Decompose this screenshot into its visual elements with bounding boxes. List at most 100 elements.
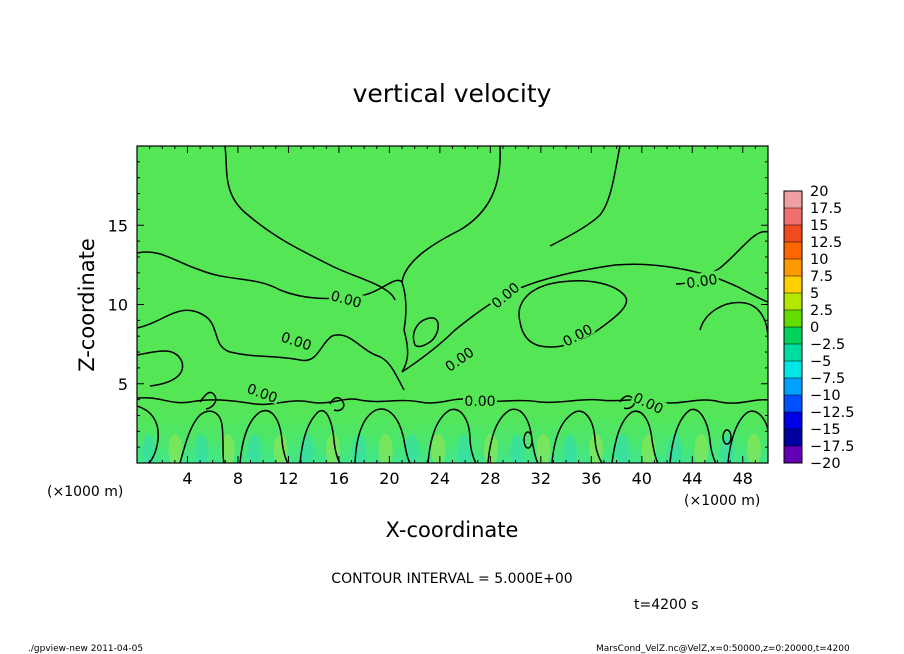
surface-cell [694, 434, 709, 463]
surface-cell [220, 434, 235, 463]
surface-cell [510, 434, 525, 463]
x-tick-label: 32 [531, 469, 551, 488]
near-surface-field [137, 396, 768, 463]
x-axis-label: X-coordinate [386, 518, 519, 542]
x-tick-label: 28 [480, 469, 500, 488]
colorbar-swatch [784, 395, 802, 412]
colorbar-swatch [784, 276, 802, 293]
surface-cell [457, 434, 472, 463]
colorbar-label: 20 [810, 184, 828, 200]
contour-line [137, 309, 405, 391]
contour-line [137, 405, 159, 463]
contour-line [299, 409, 341, 463]
colorbar-label: 17.5 [810, 201, 842, 217]
surface-cell [405, 434, 419, 463]
x-tick-label: 8 [233, 469, 243, 488]
contour-line [523, 431, 533, 449]
x-tick-label: 44 [682, 469, 702, 488]
colorbar-swatch [784, 412, 802, 429]
contour-interval-label: CONTOUR INTERVAL = 5.000E+00 [331, 571, 572, 587]
contour-label-text: 0.00 [464, 394, 495, 410]
contour-line [224, 146, 396, 301]
time-label: t=4200 s [634, 597, 699, 613]
y-tick-label: 10 [108, 296, 128, 315]
surface-cell [247, 434, 262, 463]
x-tick-label: 24 [430, 469, 450, 488]
colorbar-label: 5 [810, 286, 819, 302]
contour-line [137, 350, 184, 387]
contour-line [669, 408, 717, 463]
colorbar-label: 12.5 [810, 235, 842, 251]
colorbar-swatch [784, 259, 802, 276]
contour-label-bg [328, 286, 365, 310]
contour-label-text: 0.00 [329, 288, 363, 312]
footer-right: MarsCond_VelZ.nc@VelZ,x=0:50000,z=0:2000… [596, 644, 850, 654]
plot-field: 0.000.000.000.000.000.000.000.000.00 [137, 146, 768, 463]
y-tick-label: 5 [118, 375, 128, 394]
x-tick-label: 16 [329, 469, 349, 488]
colorbar-label: 7.5 [810, 269, 833, 285]
x-axis: 4 8 12 16 20 24 28 32 36 40 44 48 [136, 146, 769, 488]
surface-cell [194, 434, 209, 463]
contour-line [487, 408, 539, 463]
colorbar-swatch [784, 293, 802, 310]
contour-line [551, 410, 603, 463]
colorbar-swatch [784, 327, 802, 344]
contour-line [401, 146, 501, 283]
contour-line [179, 410, 225, 463]
contour-line [401, 329, 409, 373]
colorbar-swatch [784, 191, 802, 208]
colorbar-label: −17.5 [810, 439, 854, 455]
contour-line [354, 408, 411, 463]
colorbar-swatch [784, 429, 802, 446]
y-axis-label: Z-coordinate [75, 238, 99, 372]
surface-cell [746, 434, 761, 463]
contour-line [412, 317, 439, 348]
colorbar-swatch [784, 208, 802, 225]
x-tick-label: 48 [733, 469, 753, 488]
surface-cell [483, 434, 498, 463]
surface-cell [168, 434, 183, 463]
contour-label: 0.00 [463, 393, 497, 410]
contour-line [727, 410, 768, 463]
colorbar-label: −12.5 [810, 405, 854, 421]
contour-line [427, 408, 477, 463]
surface-cell [615, 434, 630, 463]
contour-label: 0.00 [683, 270, 720, 292]
surface-cell [378, 434, 393, 463]
colorbar-label: −20 [810, 456, 841, 472]
x-tick-label: 36 [581, 469, 601, 488]
surface-cell [431, 434, 446, 463]
contour-line [239, 409, 289, 463]
contour-label-bg [683, 270, 720, 290]
footer-left: ./gpview-new 2011-04-05 [28, 644, 143, 654]
contour-label-bg [558, 320, 596, 349]
surface-cell [142, 434, 156, 463]
x-unit-right: (×1000 m) [684, 493, 760, 509]
contour-line [699, 301, 768, 341]
colorbar-label: 10 [810, 252, 828, 268]
chart-title: vertical velocity [353, 79, 552, 108]
x-unit-left: (×1000 m) [47, 484, 123, 500]
contour-label-text: 0.00 [685, 272, 718, 292]
colorbar-label: 15 [810, 218, 828, 234]
contour-line [137, 251, 407, 331]
colorbar-swatch [784, 446, 802, 463]
contour-line [722, 429, 732, 445]
colorbar: 2017.51512.5107.552.50−2.5−5−7.5−10−12.5… [783, 184, 854, 472]
colorbar-swatch [784, 242, 802, 259]
colorbar-swatch [784, 361, 802, 378]
colorbar-label: −10 [810, 388, 841, 404]
contour-label-bg [244, 379, 282, 405]
surface-cell [562, 434, 577, 463]
colorbar-label: 0 [810, 320, 819, 336]
x-tick-label: 40 [632, 469, 652, 488]
contour-line [199, 391, 217, 410]
y-axis: 5 10 15 [108, 145, 768, 464]
colorbar-swatch [784, 344, 802, 361]
x-tick-label: 4 [182, 469, 192, 488]
contour-line [611, 410, 659, 463]
contour-lines [137, 146, 768, 463]
x-tick-label: 20 [379, 469, 399, 488]
